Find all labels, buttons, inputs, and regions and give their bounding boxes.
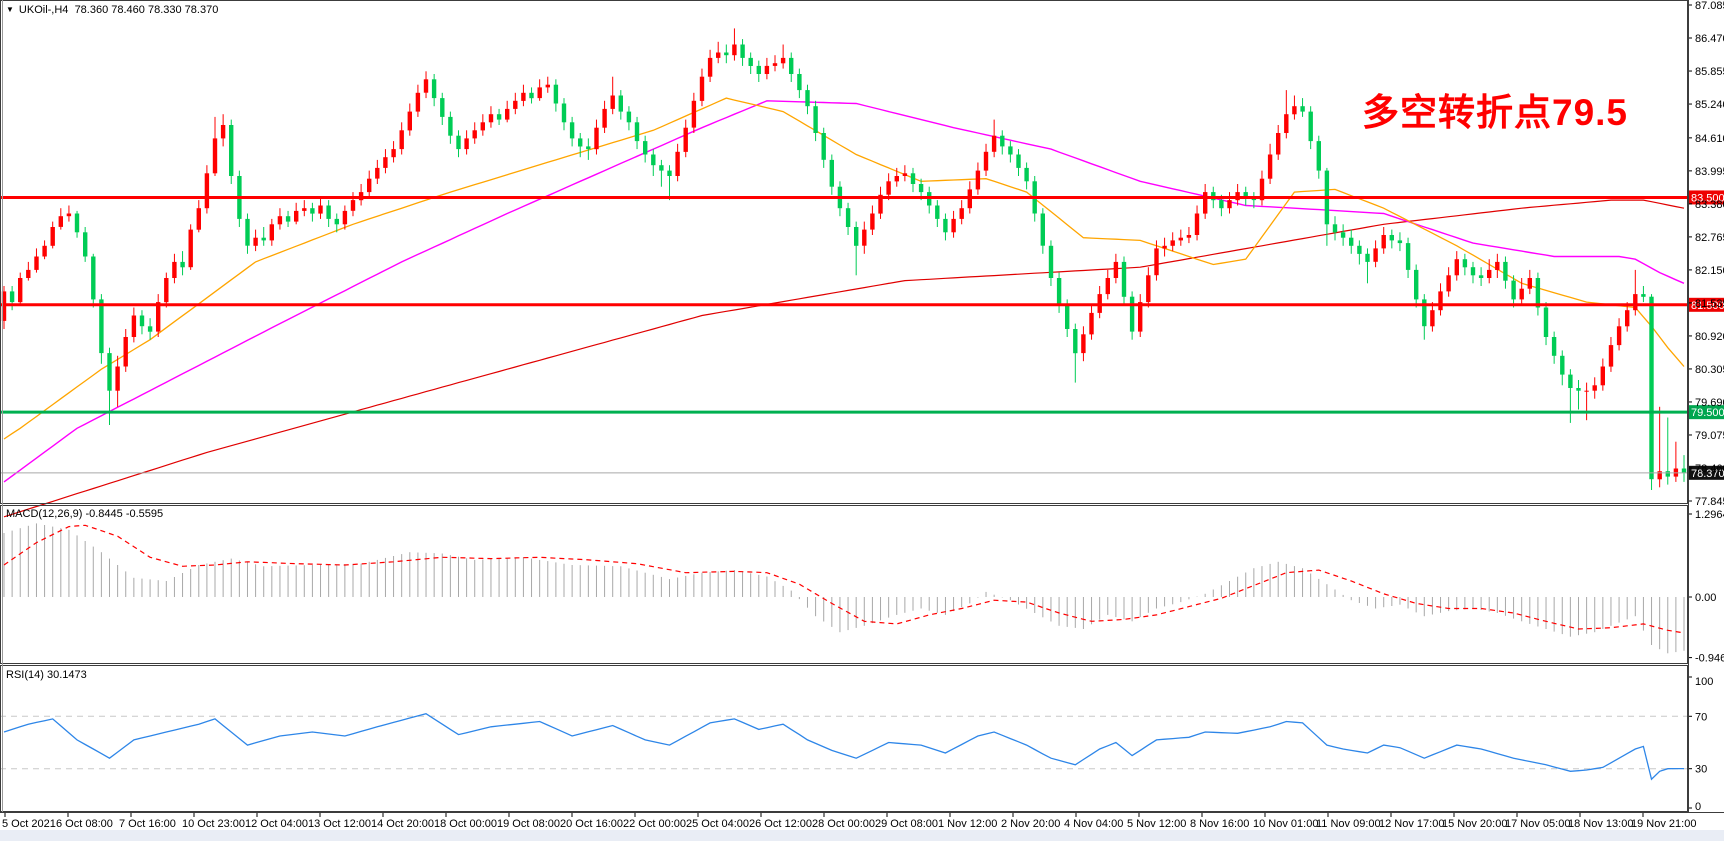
time-axis-label: 22 Oct 00:00 [623, 818, 686, 830]
macd-panel [3, 523, 1685, 654]
time-axis-label: 28 Oct 00:00 [812, 818, 875, 830]
ma-mid-line [3, 100, 1685, 483]
price-tick-label: 79.075 [1695, 430, 1724, 442]
price-tick-label: 77.845 [1695, 496, 1724, 508]
rsi-tick-label: 0 [1695, 801, 1701, 813]
time-axis-label: 18 Oct 00:00 [434, 818, 497, 830]
ma-slow-line [3, 199, 1685, 518]
main-panel-border [0, 0, 1688, 504]
time-axis-label: 12 Oct 04:00 [245, 818, 308, 830]
price-tick-label: 83.380 [1695, 199, 1724, 211]
price-tick-label: 80.305 [1695, 364, 1724, 376]
macd-panel-border [0, 505, 1688, 664]
axis-price-tag-text: 81.500 [1691, 300, 1724, 312]
window-bottom-strip [0, 830, 1724, 841]
price-tick-label: 85.240 [1695, 99, 1724, 111]
time-axis-label: 1 Nov 12:00 [938, 818, 997, 830]
price-tick-label: 82.150 [1695, 265, 1724, 277]
axis-price-tag-text: 83.500 [1691, 192, 1724, 204]
price-tick-label: 87.085 [1695, 0, 1724, 12]
symbol-title: UKOil-,H4 [18, 4, 69, 16]
axis-price-tag-78.370 [1689, 465, 1724, 480]
price-tick-label: 82.765 [1695, 232, 1724, 244]
time-axis-label: 14 Oct 20:00 [371, 818, 434, 830]
macd-signal-line [3, 524, 1685, 634]
time-axis-label: 7 Oct 16:00 [119, 818, 176, 830]
price-tick-label: 83.995 [1695, 166, 1724, 178]
time-axis-label: 19 Nov 21:00 [1631, 818, 1696, 830]
price-tick-label: 79.690 [1695, 397, 1724, 409]
time-axis-label: 5 Oct 2021 [2, 818, 56, 830]
time-axis-label: 4 Nov 04:00 [1064, 818, 1123, 830]
rsi-tick-label: 70 [1695, 711, 1707, 723]
price-tick-label: 78.460 [1695, 463, 1724, 475]
time-axis-label: 15 Nov 20:00 [1442, 818, 1507, 830]
time-axis-label: 13 Oct 12:00 [308, 818, 371, 830]
time-axis-label: 10 Nov 01:00 [1253, 818, 1318, 830]
time-axis-label: 5 Nov 12:00 [1127, 818, 1186, 830]
price-tick-label: 86.470 [1695, 33, 1724, 45]
ohlc-readout: 78.360 78.460 78.330 78.370 [74, 4, 219, 16]
time-axis-label: 29 Oct 08:00 [875, 818, 938, 830]
time-axis[interactable]: 5 Oct 2021 6 Oct 08:00 7 Oct 16:00 10 Oct 2… [2, 812, 1696, 830]
time-axis-label: 6 Oct 08:00 [56, 818, 113, 830]
time-axis-label: 26 Oct 12:00 [749, 818, 812, 830]
macd-indicator-label: MACD(12,26,9) -0.8445 -0.5595 [6, 508, 164, 520]
macd-tick-label: 1.2964 [1695, 509, 1724, 521]
price-tick-label: 80.920 [1695, 331, 1724, 343]
macd-tick-label: -0.9464 [1695, 653, 1724, 665]
axis-price-tag-text: 78.370 [1691, 468, 1724, 480]
ma-fast-line [3, 97, 1685, 440]
rsi-panel-border [0, 665, 1688, 812]
time-axis-label: 19 Oct 08:00 [497, 818, 560, 830]
rsi-tick-label: 30 [1695, 764, 1707, 776]
macd-tick-label: 0.00 [1695, 592, 1716, 604]
time-axis-label: 18 Nov 13:00 [1568, 818, 1633, 830]
time-axis-label: 11 Nov 09:00 [1316, 818, 1381, 830]
axis-price-tag-81.500 [1689, 297, 1724, 312]
axis-price-tag-83.500 [1689, 190, 1724, 205]
rsi-indicator-label: RSI(14) 30.1473 [6, 669, 87, 681]
time-axis-label: 20 Oct 16:00 [560, 818, 623, 830]
time-axis-label: 2 Nov 20:00 [1001, 818, 1060, 830]
time-axis-label: 12 Nov 17:00 [1379, 818, 1444, 830]
axis-price-tag-79.500 [1689, 405, 1724, 420]
time-axis-label: 25 Oct 04:00 [686, 818, 749, 830]
rsi-line [3, 712, 1684, 781]
annotation-text: 多空转折点79.5 [1362, 92, 1629, 133]
price-tick-label: 81.535 [1695, 298, 1724, 310]
symbol-dropdown-icon[interactable]: ▼ [6, 5, 14, 14]
time-axis-label: 17 Nov 05:00 [1505, 818, 1570, 830]
chart-header: ▼ UKOil-,H4 78.360 78.460 78.330 78.370 [6, 4, 218, 16]
axis-price-tag-text: 79.500 [1691, 407, 1724, 419]
time-axis-label: 8 Nov 16:00 [1190, 818, 1249, 830]
price-tick-label: 85.855 [1695, 66, 1724, 78]
price-tick-label: 84.610 [1695, 133, 1724, 145]
time-axis-label: 10 Oct 23:00 [182, 818, 245, 830]
rsi-tick-label: 100 [1695, 676, 1713, 688]
